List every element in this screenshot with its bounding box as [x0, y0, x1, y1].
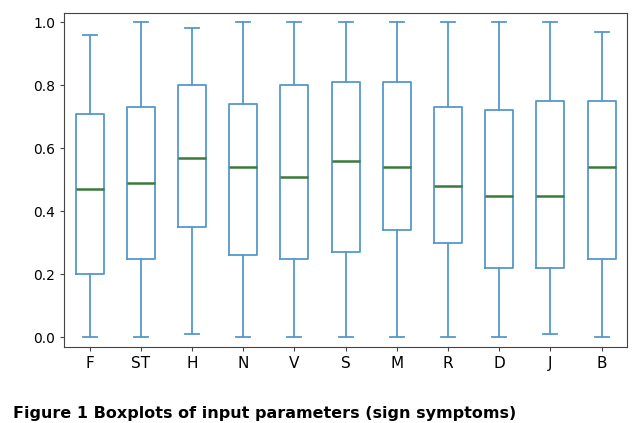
Text: Figure 1 Boxplots of input parameters (sign symptoms): Figure 1 Boxplots of input parameters (s… — [13, 406, 516, 421]
